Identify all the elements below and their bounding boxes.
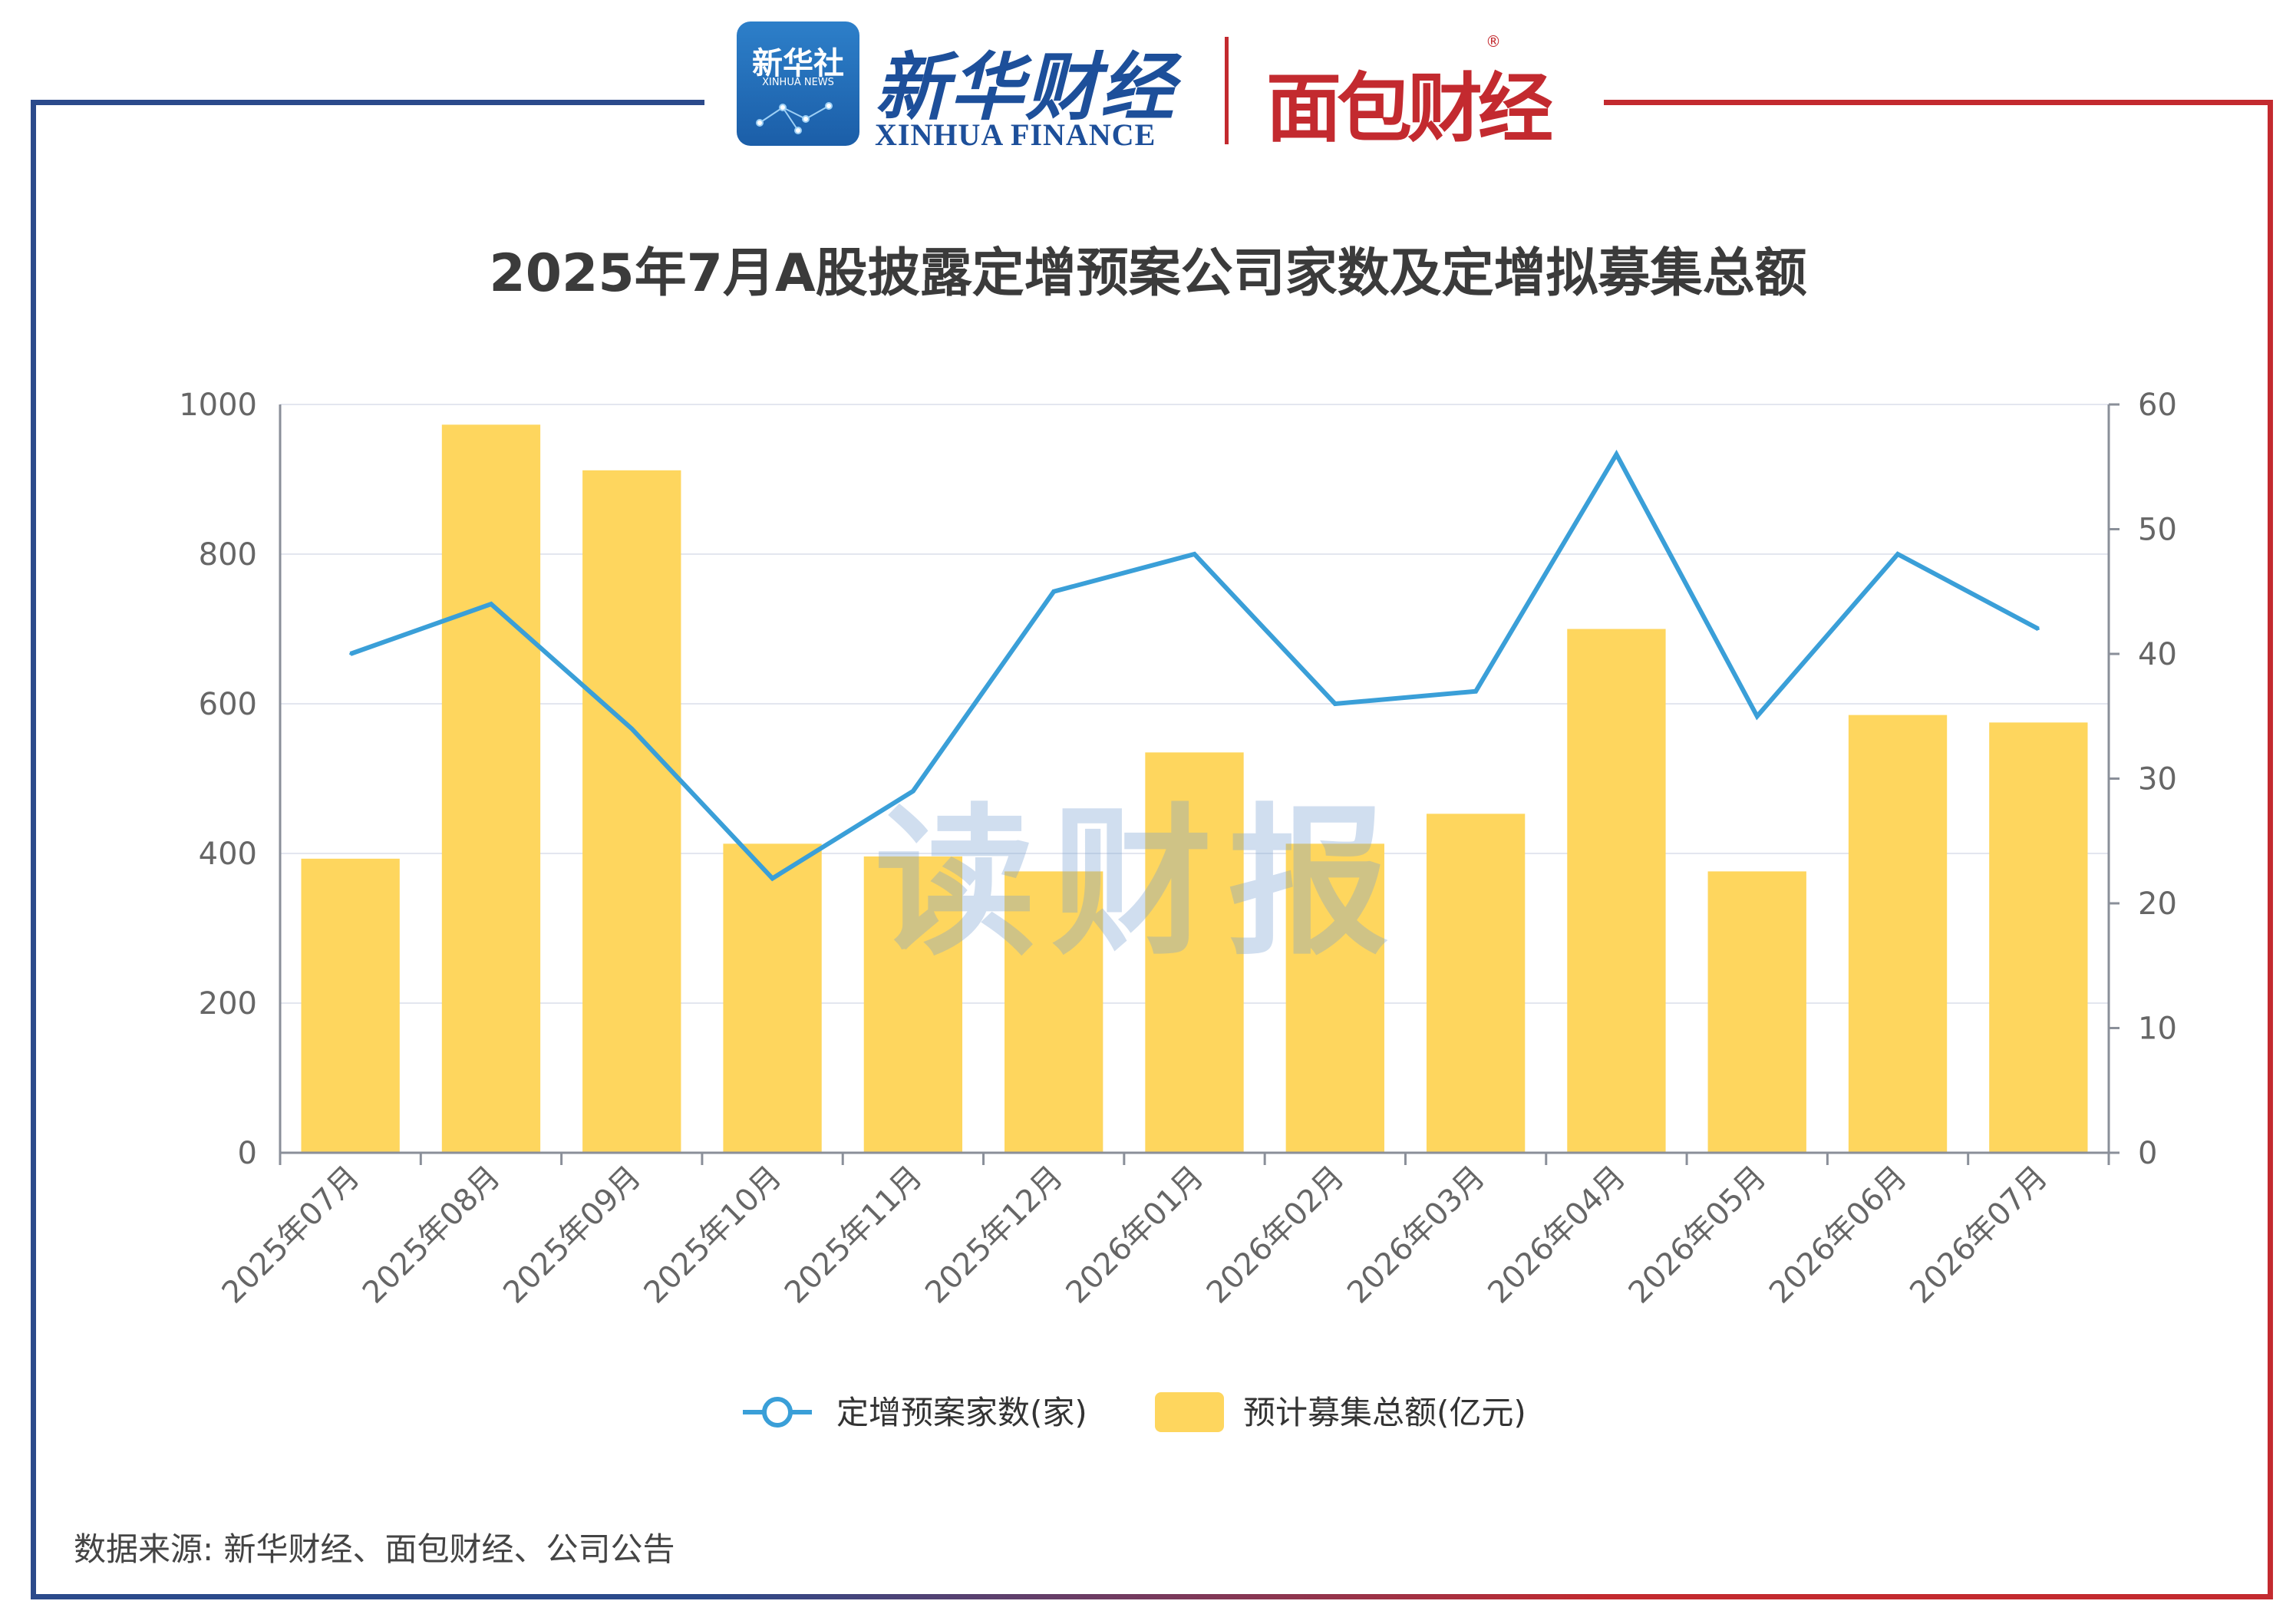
x-tick-label: 2026年06月 bbox=[1763, 1160, 1914, 1311]
bar-2025年07月 bbox=[301, 858, 400, 1153]
y-right-tick-label: 50 bbox=[2138, 513, 2177, 548]
line-point-2026年02月 bbox=[1334, 702, 1337, 705]
y-right-tick-label: 40 bbox=[2138, 637, 2177, 672]
line-point-2025年08月 bbox=[490, 602, 493, 606]
x-tick-label: 2025年08月 bbox=[356, 1160, 507, 1311]
bar-2025年10月 bbox=[723, 843, 822, 1153]
y-left-tick-label: 600 bbox=[199, 687, 257, 722]
bar-2026年04月 bbox=[1567, 629, 1666, 1153]
line-point-2026年03月 bbox=[1474, 690, 1477, 693]
x-tick-label: 2025年09月 bbox=[496, 1160, 648, 1311]
bar-2025年11月 bbox=[863, 856, 963, 1153]
line-point-2026年06月 bbox=[1896, 553, 1899, 556]
bar-2026年02月 bbox=[1285, 843, 1384, 1153]
registered-mark: ® bbox=[1486, 32, 1501, 51]
y-left-tick-label: 0 bbox=[238, 1136, 257, 1171]
bar-2026年03月 bbox=[1426, 814, 1526, 1153]
legend-bar-swatch bbox=[1155, 1392, 1224, 1432]
x-tick-label: 2026年01月 bbox=[1059, 1160, 1210, 1311]
x-tick-label: 2025年11月 bbox=[778, 1160, 929, 1311]
bar-2026年05月 bbox=[1707, 871, 1806, 1153]
bar-2025年09月 bbox=[582, 470, 681, 1153]
line-point-2026年05月 bbox=[1756, 715, 1759, 718]
line-point-2025年09月 bbox=[630, 728, 633, 730]
x-tick-label: 2026年04月 bbox=[1481, 1160, 1632, 1311]
y-right-tick-label: 30 bbox=[2138, 762, 2177, 797]
xinhua-finance-logo-cn: 新华财经 bbox=[875, 44, 1176, 130]
watermark: 读财报 bbox=[875, 789, 1405, 977]
frame-bottom bbox=[704, 1594, 1604, 1599]
line-point-2025年11月 bbox=[912, 790, 915, 793]
x-tick-label: 2025年12月 bbox=[919, 1160, 1070, 1311]
x-tick-label: 2026年07月 bbox=[1903, 1160, 2054, 1311]
bar-2025年12月 bbox=[1004, 871, 1103, 1153]
x-tick-label: 2025年10月 bbox=[638, 1160, 789, 1311]
line-point-2026年07月 bbox=[2037, 628, 2040, 630]
xinhua-badge-en: XINHUA NEWS bbox=[762, 77, 834, 88]
bar-2026年07月 bbox=[1989, 722, 2088, 1153]
line-point-2026年01月 bbox=[1193, 553, 1196, 556]
y-right-tick-label: 60 bbox=[2138, 388, 2177, 423]
chart-title: 2025年7月A股披露定增预案公司家数及定增拟募集总额 bbox=[489, 243, 1807, 304]
header-logos: 新华社 XINHUA NEWS 新华财经 XINHUA FINANCE 面包财经… bbox=[737, 21, 1581, 153]
y-right-tick-label: 10 bbox=[2138, 1012, 2177, 1047]
y-right-tick-label: 20 bbox=[2138, 886, 2177, 922]
mianbao-finance-logo: 面包财经 bbox=[1266, 65, 1553, 153]
y-left-tick-label: 200 bbox=[199, 986, 257, 1022]
line-point-2026年04月 bbox=[1615, 453, 1618, 456]
line-point-2025年07月 bbox=[349, 652, 352, 655]
xinhua-finance-logo-en: XINHUA FINANCE bbox=[875, 117, 1156, 152]
frame-left bbox=[31, 100, 704, 1599]
data-source: 数据来源: 新华财经、面包财经、公司公告 bbox=[74, 1530, 675, 1568]
legend-line-marker bbox=[762, 1397, 793, 1428]
legend-label-amount: 预计募集总额(亿元) bbox=[1243, 1394, 1526, 1431]
xinhua-badge-cn: 新华社 bbox=[752, 46, 844, 81]
y-left-tick-label: 400 bbox=[199, 837, 257, 872]
line-point-2025年12月 bbox=[1052, 590, 1055, 593]
bar-2025年08月 bbox=[441, 424, 541, 1153]
bar-2026年06月 bbox=[1848, 715, 1948, 1153]
network-icon bbox=[756, 102, 833, 134]
x-tick-label: 2026年02月 bbox=[1200, 1160, 1351, 1311]
x-tick-label: 2026年03月 bbox=[1341, 1160, 1492, 1311]
bar-2026年01月 bbox=[1145, 752, 1244, 1153]
x-tick-label: 2026年05月 bbox=[1622, 1160, 1773, 1311]
x-tick-label: 2025年07月 bbox=[216, 1160, 367, 1311]
logo-separator bbox=[1225, 37, 1229, 144]
line-point-2025年10月 bbox=[771, 877, 774, 880]
y-right-tick-label: 0 bbox=[2138, 1136, 2157, 1171]
y-left-tick-label: 1000 bbox=[179, 388, 257, 423]
frame-right bbox=[1604, 100, 2273, 1599]
legend-label-count: 定增预案家数(家) bbox=[836, 1394, 1087, 1431]
y-left-tick-label: 800 bbox=[199, 537, 257, 573]
xinhua-news-logo: 新华社 XINHUA NEWS bbox=[737, 21, 859, 146]
